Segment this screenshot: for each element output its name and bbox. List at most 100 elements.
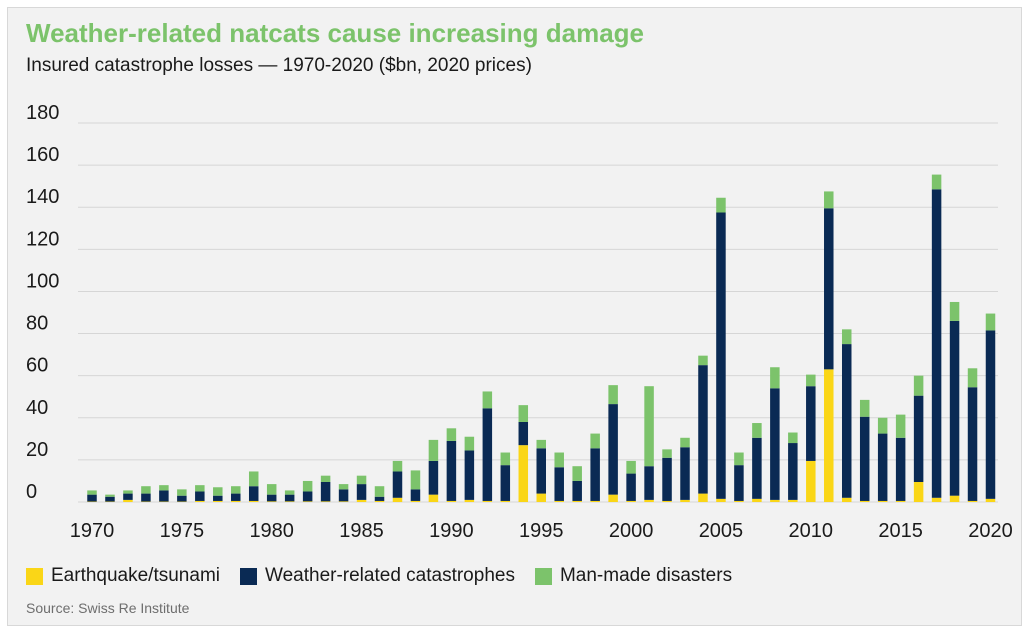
bar-2019-weather [967,387,978,501]
bar-1970-manmade [87,490,97,495]
legend-swatch-weather [240,567,257,585]
bar-2019-manmade [967,368,978,388]
bar-1996-earthquake [554,500,564,502]
bar-1982-weather [302,491,313,502]
legend-swatch-earthquake [26,567,43,585]
x-tick-label: 1970 [70,520,115,542]
bar-1981-earthquake [284,501,295,502]
y-tick-label: 160 [26,144,59,166]
chart-plot: 0 20 40 60 80 100 120 140 160 180 1970 1975 1980 198… [26,102,1013,542]
bar-1971-manmade [105,494,115,497]
y-tick-label: 120 [26,228,59,250]
bar-2010-weather [806,386,816,461]
bar-2015-weather [895,437,906,501]
legend-swatch-manmade [534,567,552,585]
bar-1998-earthquake [590,500,600,502]
bar-1995-weather [536,448,546,494]
bar-2007-manmade [752,423,762,438]
bar-2014-manmade [877,417,888,434]
bar-2017-manmade [931,174,942,190]
bar-2013-earthquake [859,500,870,502]
x-tick-label: 2010 [789,520,834,542]
bar-2010-earthquake [806,460,816,502]
bar-1988-weather [410,489,421,501]
bar-2019-earthquake [967,500,978,502]
bar-1986-earthquake [374,500,385,502]
bar-1980-weather [266,494,277,502]
bar-2008-weather [770,388,780,500]
bar-1977-earthquake [213,500,223,502]
bar-2003-manmade [680,437,690,448]
x-axis-ticks: 1970 1975 1980 1985 1990 1995 2000 2005 2010 2015… [70,520,1013,542]
bar-1985-earthquake [356,499,367,502]
bar-1974-weather [159,490,169,502]
y-tick-label: 0 [26,481,37,503]
bar-2009-earthquake [788,499,798,502]
bar-1994-weather [518,421,529,446]
bar-1983-weather [320,481,331,502]
bar-1987-manmade [392,460,403,472]
bar-2003-weather [680,447,690,500]
bar-1989-manmade [428,439,439,461]
bar-2015-manmade [895,414,906,438]
bar-1998-weather [590,448,600,501]
bar-2020-earthquake [985,498,996,502]
bar-1993-manmade [500,452,511,466]
bar-2009-manmade [788,432,798,444]
bar-2002-weather [662,457,672,501]
bar-2007-earthquake [752,498,762,502]
bar-2000-manmade [626,460,636,474]
bar-1984-earthquake [338,501,349,502]
bar-1995-manmade [536,439,546,449]
y-tick-label: 40 [26,397,48,419]
x-tick-label: 2020 [968,520,1013,542]
bar-2017-weather [931,189,942,498]
bar-1980-manmade [266,484,277,495]
bar-2014-earthquake [877,500,888,502]
bar-1990-weather [446,440,457,501]
x-tick-label: 1980 [249,520,294,542]
bar-1973-manmade [141,486,151,494]
bar-2002-earthquake [662,500,672,502]
bar-2011-weather [824,208,834,370]
bar-1991-earthquake [464,499,475,502]
bar-1978-manmade [231,486,241,494]
bar-1993-earthquake [500,500,511,502]
bar-1982-manmade [302,480,313,492]
bar-2000-earthquake [626,500,636,502]
bar-2012-manmade [841,329,852,345]
bar-1994-manmade [518,405,529,422]
bar-1982-earthquake [302,501,313,502]
bar-2004-earthquake [698,493,708,502]
bar-2014-weather [877,433,888,501]
bar-1985-manmade [356,475,367,485]
bar-1983-manmade [320,475,331,482]
x-tick-label: 1975 [160,520,205,542]
bar-1972-weather [123,493,133,500]
bar-2001-earthquake [644,499,654,502]
bar-1981-manmade [284,490,295,495]
bar-1976-weather [195,491,205,501]
bar-2004-weather [698,365,708,494]
bar-1999-earthquake [608,494,618,502]
bar-1979-earthquake [248,500,259,502]
bar-1979-manmade [248,471,259,487]
bar-1977-weather [213,495,223,501]
bar-1987-earthquake [392,497,403,502]
bar-1989-earthquake [428,494,439,502]
bar-2015-earthquake [895,500,906,502]
y-tick-label: 60 [26,355,48,377]
bar-1997-manmade [572,466,582,481]
legend-label-earthquake: Earthquake/tsunami [51,565,220,586]
bar-2018-weather [949,320,960,496]
bar-1985-weather [356,484,367,500]
bar-1996-weather [554,467,564,501]
bar-2012-weather [841,344,852,498]
bar-1997-weather [572,480,582,501]
legend-item-weather: Weather-related catastrophes [240,565,515,587]
bar-1974-manmade [159,485,169,491]
bar-2013-manmade [859,399,870,417]
bar-1972-manmade [123,490,133,494]
bar-2006-earthquake [734,500,744,502]
bar-1975-manmade [177,489,187,496]
